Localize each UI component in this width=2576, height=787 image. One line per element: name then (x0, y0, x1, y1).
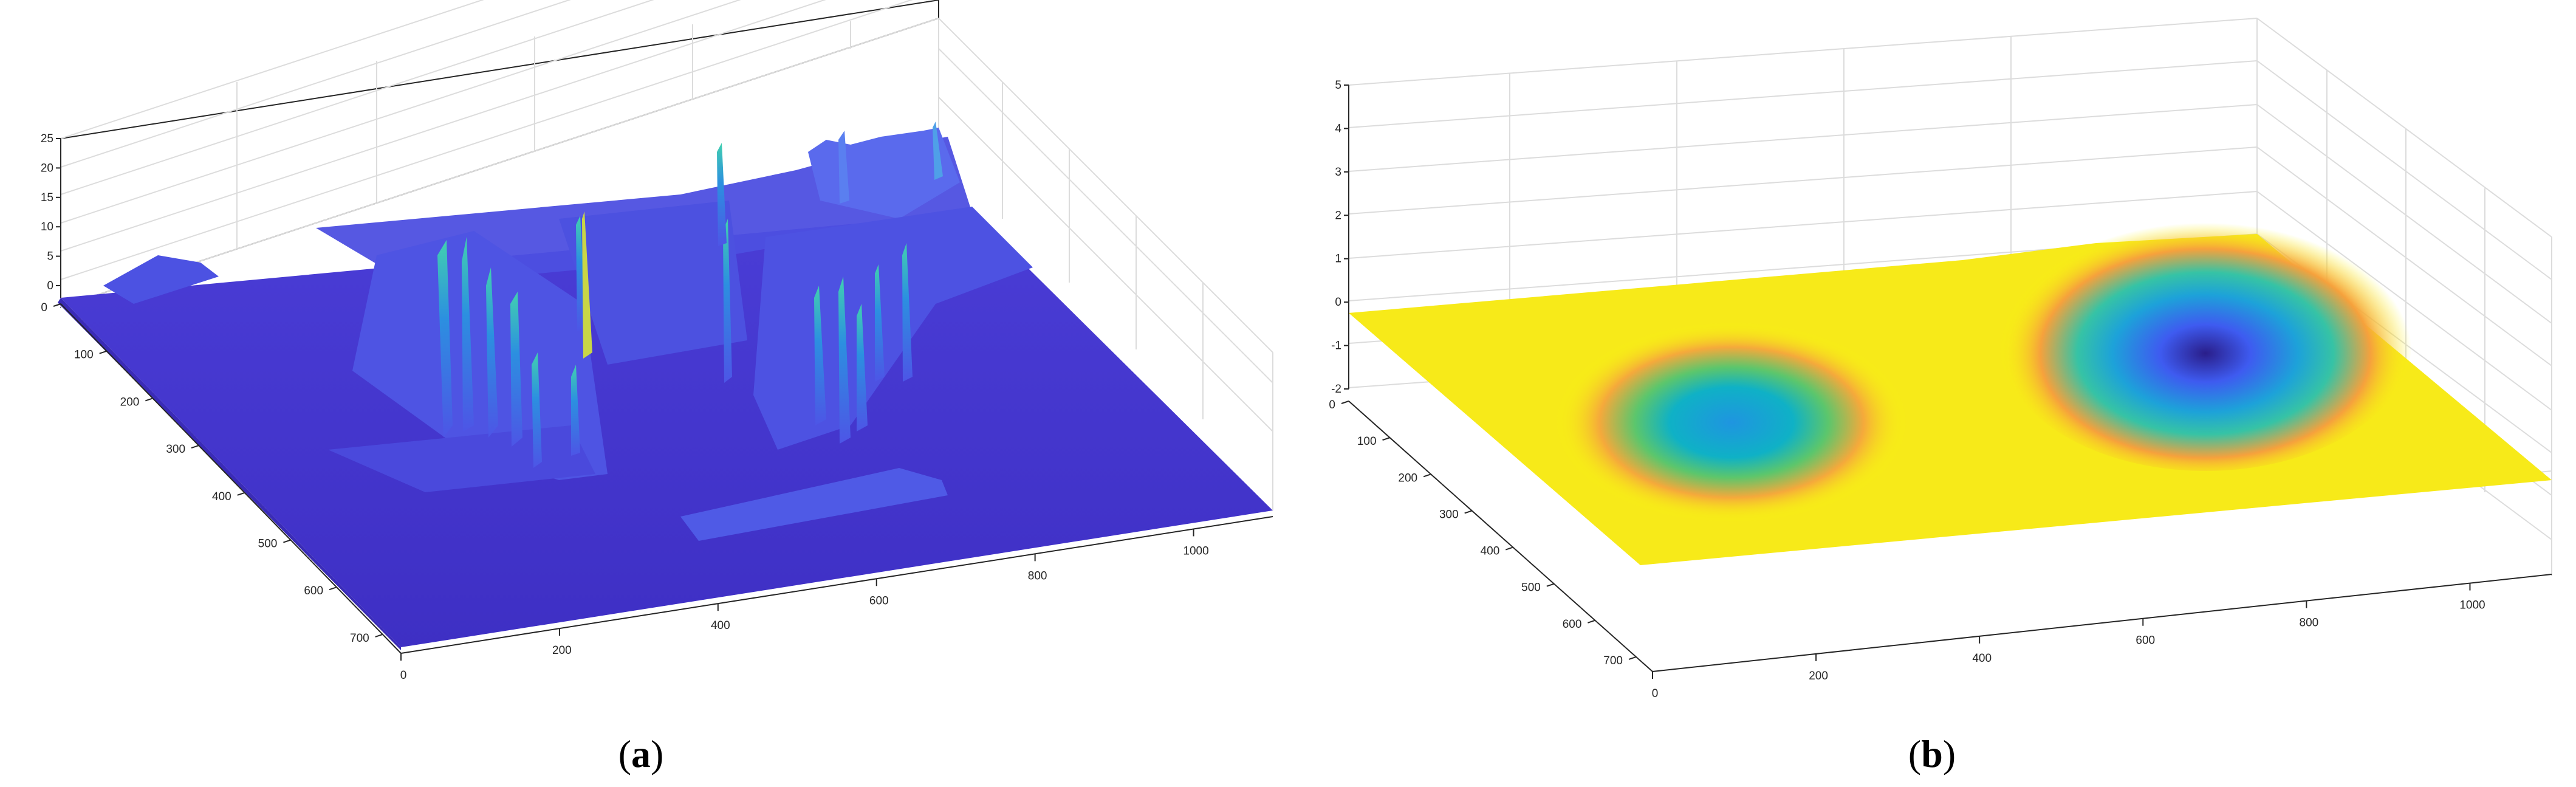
tick-mark (53, 303, 61, 307)
tick-mark (1588, 619, 1595, 624)
y-tick-label: 800 (2300, 617, 2319, 630)
x-tick-label: 0 (1329, 399, 1335, 411)
z-tick-label: 25 (41, 132, 53, 145)
z-tick-label: 3 (1335, 166, 1341, 179)
z-tick-label: 5 (1335, 79, 1341, 92)
depression-deep (1999, 210, 2412, 471)
tick-mark (283, 539, 291, 543)
x-tick-label: 200 (120, 396, 140, 408)
x-tick-label: 600 (1563, 618, 1582, 631)
x-tick-label: 100 (74, 349, 94, 362)
tick-mark (329, 586, 337, 591)
x-tick-label: 600 (304, 585, 323, 597)
tick-mark (1628, 656, 1637, 660)
tick-mark (99, 350, 107, 354)
x-tick-label: 0 (41, 301, 47, 314)
caption-b: (b) (1908, 732, 1956, 775)
y-tick-label: 200 (552, 644, 572, 657)
tick-mark (375, 633, 383, 638)
axes-a (60, 139, 1273, 654)
x-tick-label: 300 (166, 443, 185, 456)
surface-plot-a: 0 5 10 15 20 25 0 100 200 300 400 500 600 700 0 200 400 6… (41, 0, 1273, 775)
z-tick-label: -1 (1331, 340, 1341, 352)
y-tick-label: 600 (869, 594, 889, 607)
z-tick-label: 1 (1335, 253, 1341, 266)
caption-a: (a) (618, 732, 664, 775)
y-tick-label: 0 (1652, 687, 1659, 700)
tick-mark (191, 445, 199, 449)
y-tick-label: 600 (2136, 634, 2155, 647)
y-tick-label: 400 (1972, 652, 1992, 665)
z-tick-label: 5 (47, 250, 53, 263)
z-tick-label: 2 (1335, 209, 1341, 222)
x-tick-label: 700 (1603, 655, 1623, 667)
z-tick-label: 0 (1335, 296, 1341, 309)
z-tick-label: 0 (47, 280, 53, 292)
y-tick-label: 400 (711, 619, 730, 632)
x-tick-label: 500 (1521, 582, 1541, 594)
tick-mark (1423, 473, 1431, 478)
surface-a-edge (58, 298, 401, 650)
ticks-b: -2 -1 0 1 2 3 4 5 0 100 200 300 400 500 600 700 0 200 400 6… (1329, 79, 2485, 700)
x-tick-label: 200 (1398, 472, 1417, 484)
z-tick-label: 4 (1335, 122, 1341, 135)
depression-shallow (1555, 322, 1908, 523)
tick-mark (1546, 583, 1555, 587)
buildings-a (103, 122, 1033, 541)
surface-plot-b: -2 -1 0 1 2 3 4 5 0 100 200 300 400 500 600 700 0 200 400 6… (1329, 18, 2552, 775)
y-tick-label: 1000 (1183, 545, 1208, 557)
tick-mark (1505, 546, 1513, 551)
grid-a (60, 0, 1273, 510)
x-tick-label: 100 (1357, 435, 1377, 448)
tick-mark (1382, 437, 1390, 441)
y-tick-label: 200 (1809, 670, 1828, 682)
tick-mark (145, 397, 153, 402)
x-tick-label: 500 (258, 538, 278, 551)
axes-b (1348, 85, 2552, 672)
x-tick-label: 700 (350, 632, 369, 645)
y-tick-label: 800 (1028, 569, 1047, 582)
z-tick-label: 15 (41, 191, 53, 204)
z-tick-label: 10 (41, 221, 53, 233)
y-tick-label: 1000 (2459, 599, 2485, 612)
y-tick-label: 0 (400, 669, 407, 682)
tick-mark (1464, 510, 1473, 514)
z-tick-label: 20 (41, 162, 53, 174)
tick-mark (237, 492, 245, 496)
tick-mark (1341, 400, 1349, 404)
z-tick-label: -2 (1331, 383, 1341, 396)
ticks-a: 0 5 10 15 20 25 0 100 200 300 400 500 600 700 0 200 400 6… (41, 132, 1209, 682)
x-tick-label: 300 (1439, 508, 1459, 521)
x-tick-label: 400 (212, 490, 231, 503)
x-tick-label: 400 (1481, 545, 1500, 558)
